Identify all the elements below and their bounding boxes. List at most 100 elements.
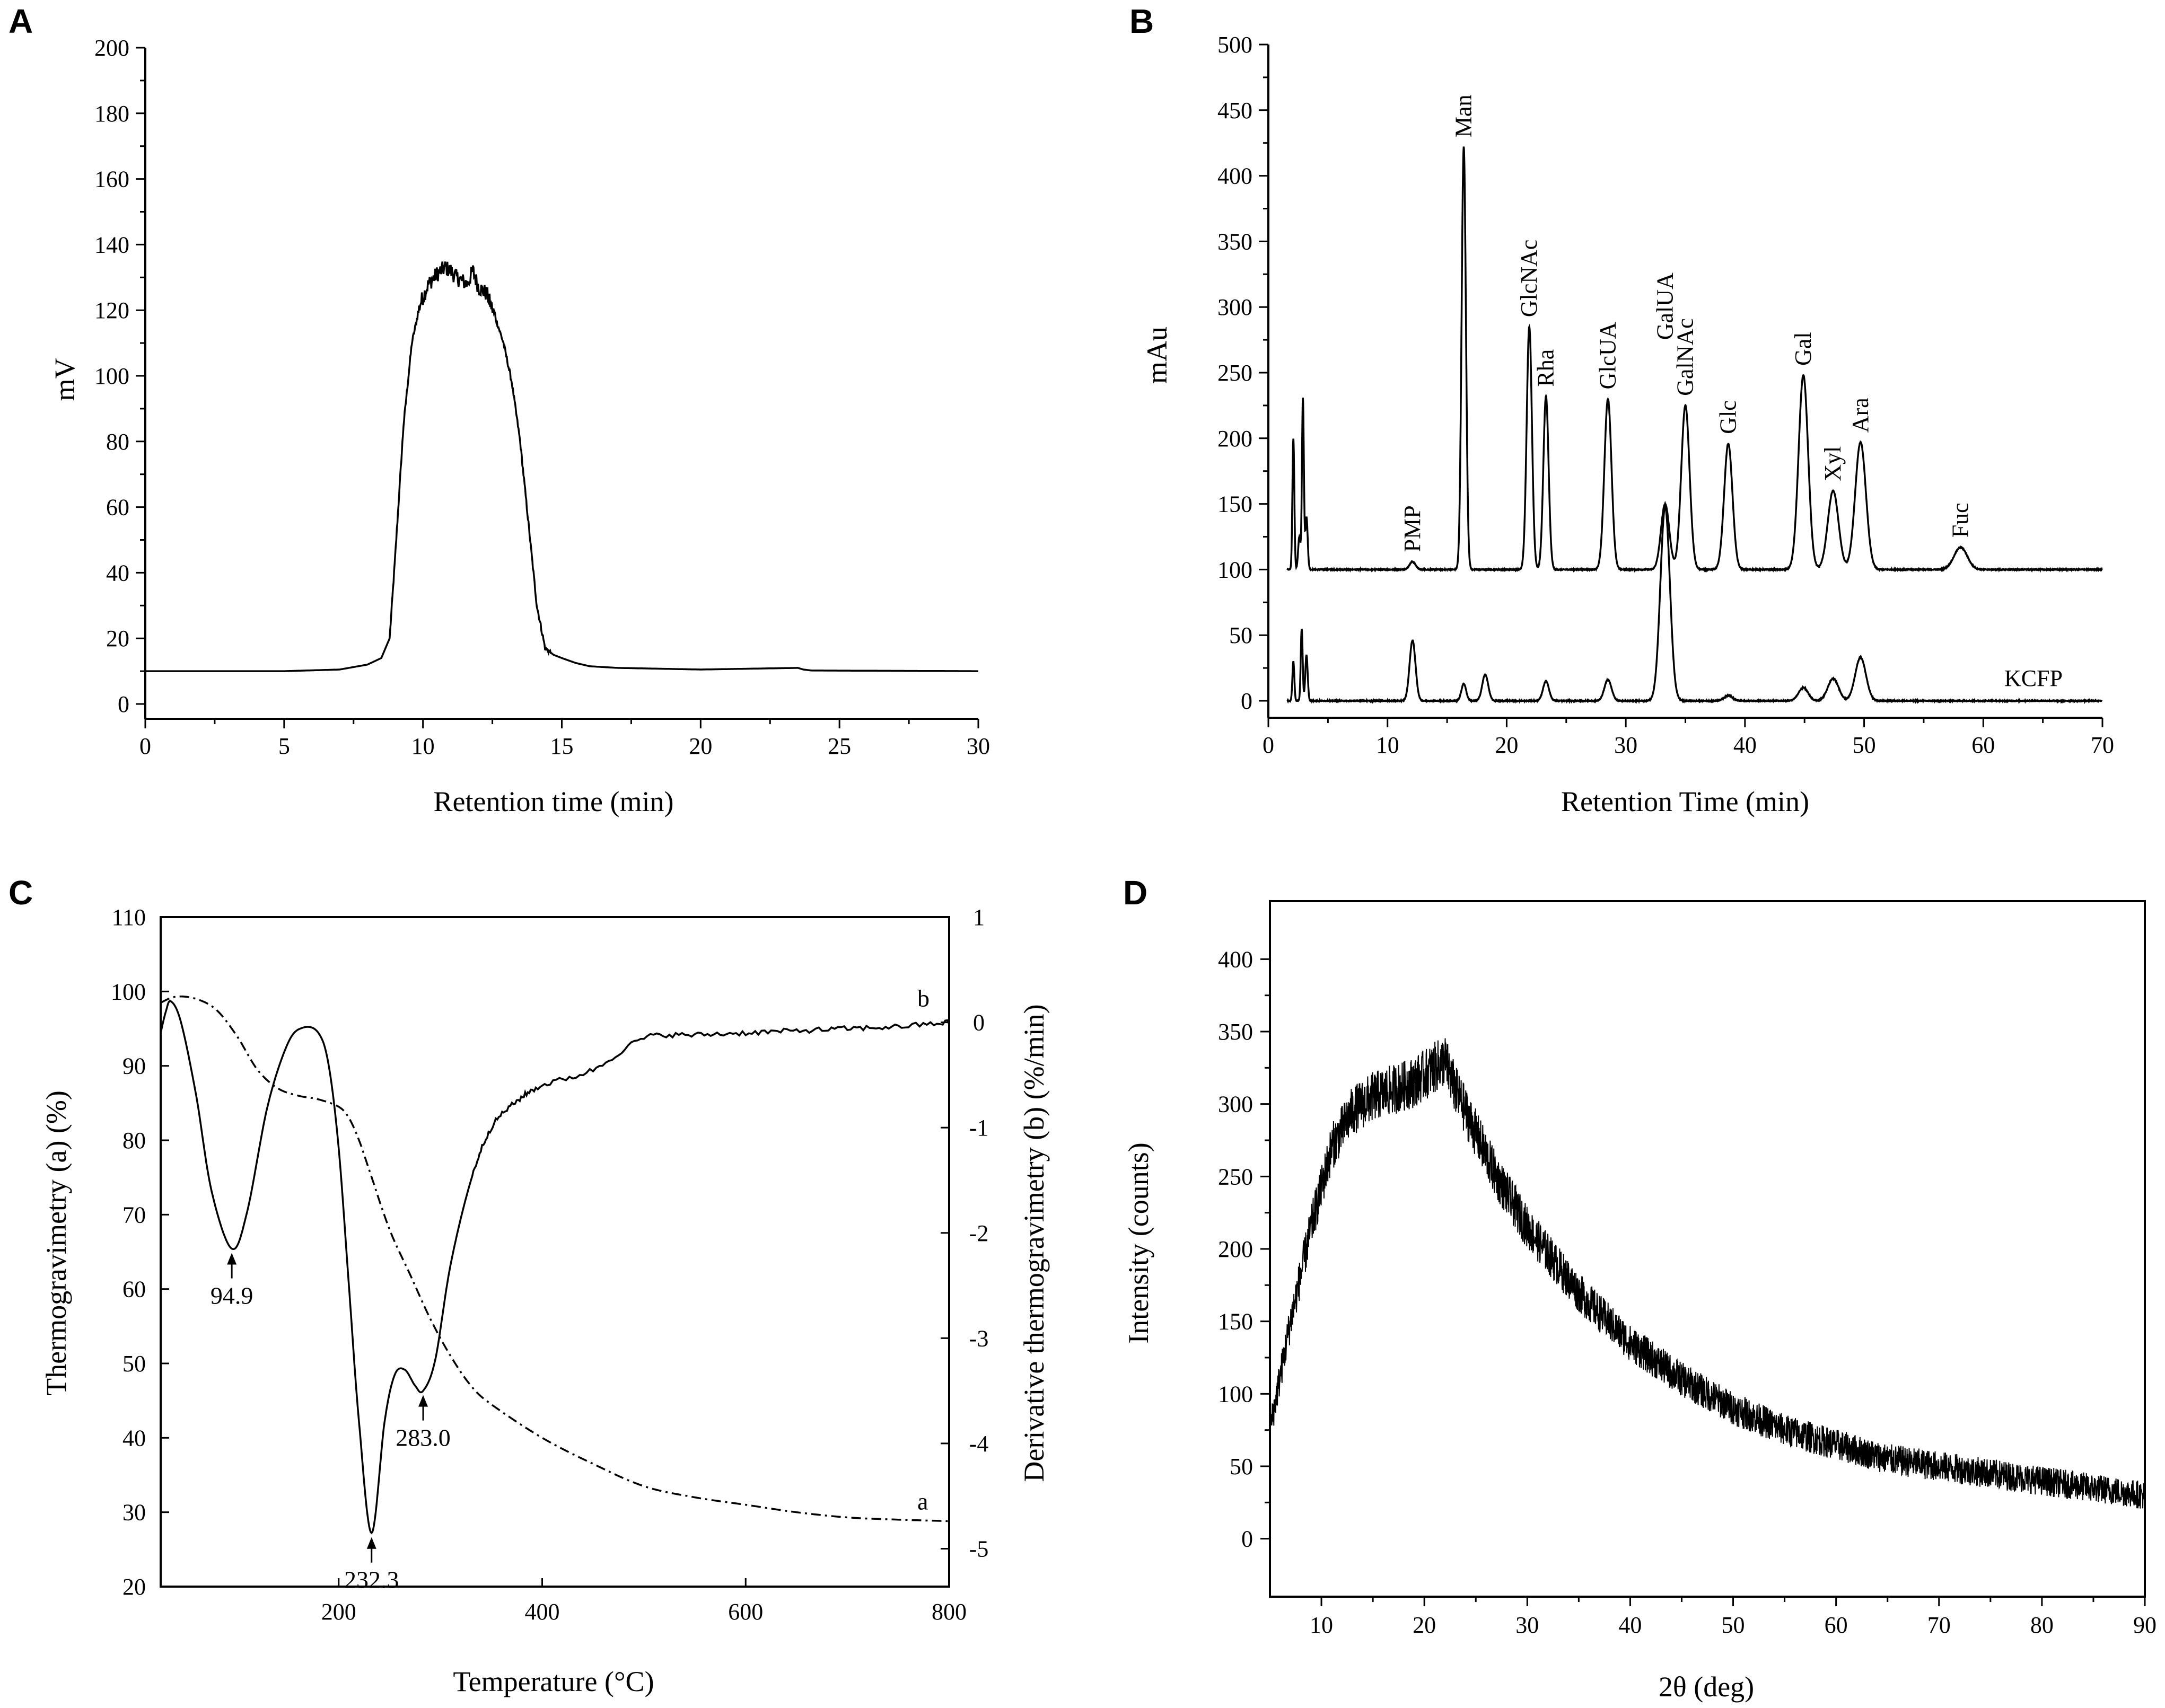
panel-d-y-tick-label: 250 <box>1218 1164 1253 1190</box>
panel-b-x-tick-label: 60 <box>1971 732 1995 758</box>
panel-d-x-tick-label: 40 <box>1618 1612 1642 1638</box>
panel-b-peak-label: GalUA <box>1652 272 1678 340</box>
panel-c-y-tick-label: 40 <box>122 1425 146 1451</box>
panel-b-peak-label: GalNAc <box>1672 318 1698 396</box>
panel-a-retention-chart: A 0 20 40 60 80 100 120 140 160 180 200 0 5 10 15 20 25 3… <box>8 2 990 817</box>
panel-c-y2-tick-label: -2 <box>969 1220 989 1246</box>
panel-c-letter: C <box>8 874 33 912</box>
panel-b-y-axis-title: mAu <box>1141 327 1173 384</box>
panel-b-y-tick-label: 200 <box>1217 426 1252 452</box>
panel-b-x-tick-label: 50 <box>1853 732 1876 758</box>
panel-d-plot-frame <box>1269 900 2146 1598</box>
panel-d-y-tick-label: 100 <box>1218 1381 1253 1407</box>
panel-c-y-tick-label: 60 <box>122 1276 146 1302</box>
panel-b-x-tick-label: 40 <box>1733 732 1757 758</box>
panel-d-x-tick-label: 10 <box>1310 1612 1333 1638</box>
panel-a-y-tick-label: 0 <box>118 691 129 717</box>
panel-a-signal-line <box>145 261 978 672</box>
panel-c-series-a-label: a <box>917 1488 928 1515</box>
panel-b-y-tick-label: 500 <box>1217 32 1252 58</box>
panel-c-peak-annotation: 232.3 <box>344 1537 399 1593</box>
panel-b-x-axis-title: Retention Time (min) <box>1561 786 1809 817</box>
panel-b-y-tick-label: 150 <box>1217 491 1252 517</box>
panel-b-y-tick-label: 100 <box>1217 557 1252 583</box>
panel-b-y-tick-label: 450 <box>1217 98 1252 124</box>
panel-d-y-tick-label: 50 <box>1230 1454 1253 1480</box>
panel-a-y-tick-label: 60 <box>106 495 129 521</box>
panel-b-y-tick-label: 0 <box>1241 688 1252 714</box>
panel-c-y2-tick-label: 0 <box>973 1010 985 1036</box>
panel-b-y-tick-label: 350 <box>1217 228 1252 254</box>
panel-a-y-axis-title: mV <box>49 358 81 401</box>
panel-c-annotation-arrowhead <box>418 1395 428 1407</box>
panel-c-y-tick-label: 90 <box>122 1053 146 1079</box>
panel-c-y-tick-label: 70 <box>122 1202 146 1228</box>
panel-b-y-tick-label: 250 <box>1217 360 1252 386</box>
panel-c-y2-axis-title: Derivative thermogravimetry (b) (%/min) <box>1018 1004 1050 1482</box>
panel-b-peak-label: Ara <box>1847 398 1873 433</box>
panel-b-peak-label: GlcNAc <box>1516 240 1542 318</box>
panel-c-y-tick-label: 80 <box>122 1128 146 1154</box>
panel-d-diffraction-line <box>1269 1038 2145 1509</box>
panel-c-series-b-label: b <box>917 985 930 1012</box>
panel-d-y-tick-label: 400 <box>1218 946 1253 972</box>
panel-a-x-tick-label: 0 <box>139 733 151 759</box>
panel-c-plot-frame <box>160 916 950 1588</box>
panel-c-annotation-label: 232.3 <box>344 1566 399 1593</box>
panel-a-y-tick-label: 140 <box>94 232 129 258</box>
panel-b-series-standard-line <box>1286 146 2103 573</box>
panel-b-peak-label: Fuc <box>1948 503 1974 538</box>
panel-b-kcfp-series-label: KCFP <box>2004 665 2063 691</box>
panel-b-peak-label: Rha <box>1533 349 1559 387</box>
panel-a-x-axis-title: Retention time (min) <box>434 786 674 817</box>
panel-a-x-tick-label: 30 <box>967 733 990 759</box>
panel-d-y-tick-label: 300 <box>1218 1091 1253 1117</box>
panel-b-peak-label: Glc <box>1715 400 1741 434</box>
panel-b-x-tick-label: 30 <box>1614 732 1637 758</box>
panel-b-peak-label: PMP <box>1399 505 1425 552</box>
panel-c-annotation-arrowhead <box>366 1537 376 1549</box>
panel-d-y-tick-label: 200 <box>1218 1236 1253 1262</box>
panel-a-y-tick-label: 200 <box>94 35 129 61</box>
panel-c-annotation-label: 94.9 <box>211 1282 253 1309</box>
panel-c-y2-tick-label: -4 <box>969 1431 989 1457</box>
panel-a-y-tick-label: 80 <box>106 429 129 455</box>
panel-b-series-kcfp-line <box>1286 505 2103 705</box>
panel-b-letter: B <box>1129 2 1154 40</box>
panel-a-x-tick-label: 25 <box>828 733 851 759</box>
panel-c-y-tick-label: 110 <box>112 904 146 930</box>
panel-c-thermogravimetry-chart: C 20 30 40 50 60 70 80 90 100 110 -5 -4 -3 -2 -1 0 1 200 4… <box>8 874 1050 1697</box>
panel-c-y2-tick-label: 1 <box>973 904 985 930</box>
panel-d-y-axis-title: Intensity (counts) <box>1123 1142 1154 1343</box>
panel-b-y-tick-label: 400 <box>1217 163 1252 189</box>
panel-c-series-a-line <box>160 995 950 1522</box>
panel-a-x-tick-label: 15 <box>550 733 574 759</box>
panel-a-y-tick-label: 20 <box>106 626 129 651</box>
panel-b-x-tick-label: 10 <box>1376 732 1399 758</box>
panel-b-chromatogram-chart: B 0 50 100 150 200 250 300 350 400 450 500 0 10 20 30 4… <box>1129 2 2114 817</box>
panel-a-x-tick-label: 20 <box>689 733 712 759</box>
panel-a-x-tick-label: 5 <box>278 733 290 759</box>
panel-a-y-tick-label: 100 <box>94 363 129 389</box>
panel-c-y2-tick-label: -3 <box>969 1325 989 1351</box>
panel-c-peak-annotation: 94.9 <box>211 1253 253 1309</box>
panel-d-y-tick-label: 150 <box>1218 1309 1253 1335</box>
panel-c-annotation-arrowhead <box>227 1253 237 1265</box>
panel-a-y-tick-label: 180 <box>94 101 129 127</box>
panel-d-x-tick-label: 70 <box>1927 1612 1951 1638</box>
panel-d-x-tick-label: 80 <box>2030 1612 2054 1638</box>
panel-b-y-tick-label: 50 <box>1229 622 1252 648</box>
panel-a-y-tick-label: 160 <box>94 166 129 192</box>
panel-b-x-tick-label: 20 <box>1495 732 1518 758</box>
panel-c-x-tick-label: 200 <box>321 1599 356 1625</box>
panel-d-xrd-chart: D 0 50 100 150 200 250 300 350 400 10 20 30 40 50 60 70… <box>1123 874 2157 1703</box>
panel-c-y-tick-label: 100 <box>111 979 146 1005</box>
panel-d-x-tick-label: 60 <box>1825 1612 1848 1638</box>
panel-b-peak-label: Gal <box>1790 332 1816 366</box>
panel-c-x-tick-label: 600 <box>728 1599 763 1625</box>
panel-c-series-b-line <box>160 1000 950 1535</box>
panel-b-x-tick-label: 0 <box>1263 732 1274 758</box>
panel-d-x-tick-label: 90 <box>2133 1612 2157 1638</box>
panel-d-x-tick-label: 50 <box>1722 1612 1745 1638</box>
